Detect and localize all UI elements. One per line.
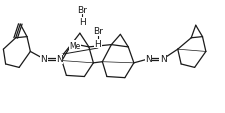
Text: N: N (56, 55, 63, 64)
Text: N: N (160, 55, 166, 64)
Text: N: N (145, 55, 152, 64)
Text: H: H (94, 40, 101, 48)
Text: N: N (40, 55, 47, 64)
Text: H: H (79, 18, 86, 27)
Text: Br: Br (77, 6, 87, 15)
Text: Me: Me (70, 41, 81, 50)
Text: Br: Br (93, 27, 103, 36)
